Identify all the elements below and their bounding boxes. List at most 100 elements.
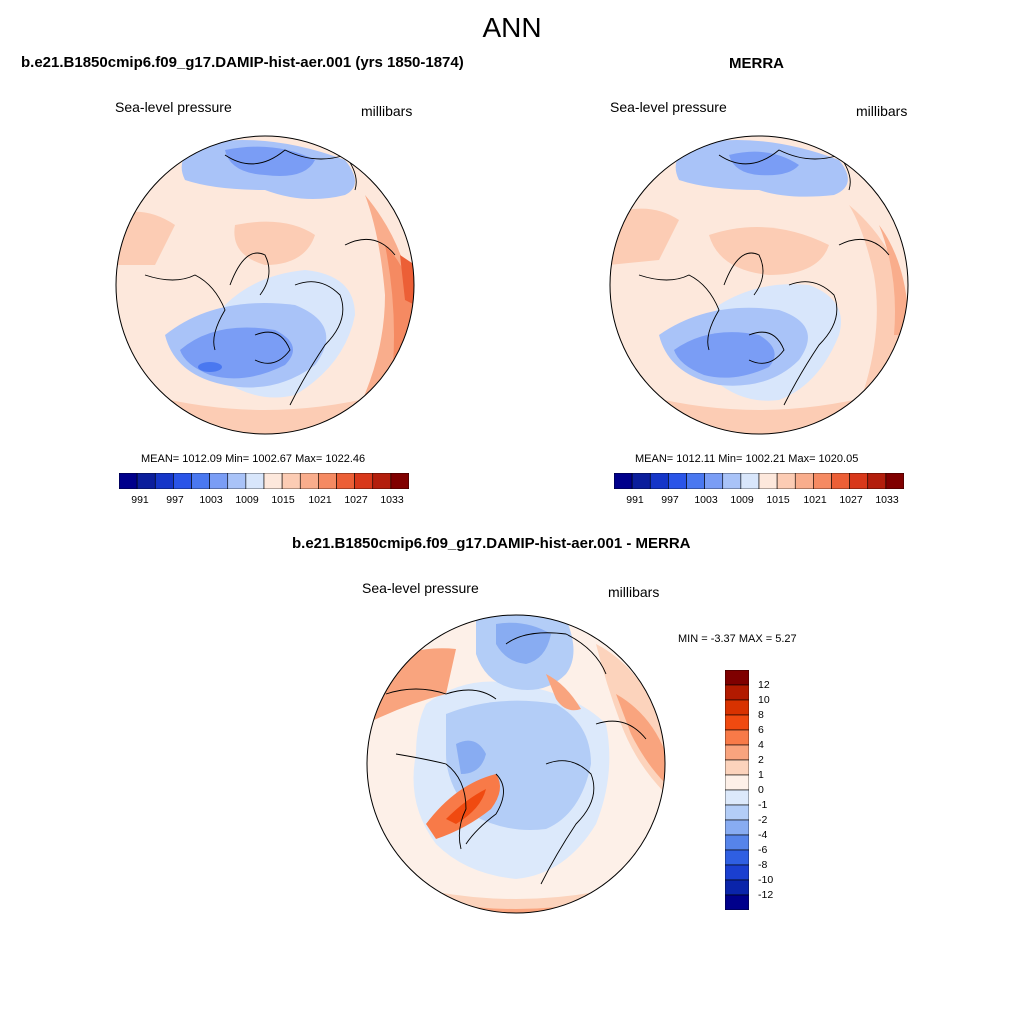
colorbar-swatch — [740, 472, 760, 490]
colorbar-tick: 4 — [758, 739, 764, 751]
colorbar-tick: 1033 — [875, 494, 899, 506]
colorbar-swatch — [704, 472, 724, 490]
colorbar-swatch — [849, 472, 869, 490]
colorbar-tick: -8 — [758, 859, 768, 871]
colorbar-swatch — [722, 472, 742, 490]
model-panel-title: b.e21.B1850cmip6.f09_g17.DAMIP-hist-aer.… — [21, 54, 464, 71]
colorbar-swatch — [281, 472, 301, 490]
colorbar-tick: 1009 — [730, 494, 754, 506]
colorbar-swatch — [794, 472, 814, 490]
colorbar-tick: 1033 — [380, 494, 404, 506]
colorbar-swatch — [724, 894, 750, 911]
colorbar-swatch — [813, 472, 832, 490]
colorbar-swatch — [885, 472, 905, 490]
colorbar-tick: 997 — [166, 494, 184, 506]
obs-stats: MEAN= 1012.11 Min= 1002.21 Max= 1020.05 — [635, 453, 859, 465]
colorbar-swatch — [724, 684, 750, 701]
colorbar-tick: 1009 — [235, 494, 259, 506]
colorbar-tick: 991 — [626, 494, 644, 506]
model-colorbar-labels: 991 997 1003 1009 1015 1021 1027 1033 — [119, 494, 409, 508]
colorbar-tick: 997 — [661, 494, 679, 506]
colorbar-swatch — [191, 472, 210, 490]
colorbar-swatch — [724, 804, 750, 821]
figure-title: ANN — [482, 12, 542, 43]
colorbar-tick: 1015 — [766, 494, 790, 506]
obs-units-label: millibars — [856, 103, 908, 119]
model-variable-label: Sea-level pressure — [115, 99, 232, 115]
obs-colorbar — [613, 472, 905, 494]
colorbar-tick: -2 — [758, 814, 768, 826]
model-colorbar — [118, 472, 410, 494]
colorbar-tick: 991 — [131, 494, 149, 506]
obs-colorbar-labels: 991 997 1003 1009 1015 1021 1027 1033 — [614, 494, 904, 508]
colorbar-tick: -4 — [758, 829, 768, 841]
colorbar-tick: 10 — [758, 694, 770, 706]
colorbar-swatch — [372, 472, 392, 490]
diff-colorbar-swatches — [724, 669, 750, 911]
colorbar-tick: 1015 — [271, 494, 295, 506]
colorbar-tick: 1 — [758, 769, 764, 781]
colorbar-swatch — [724, 714, 750, 731]
colorbar-swatch — [154, 472, 174, 490]
colorbar-swatch — [173, 472, 192, 490]
colorbar-swatch — [724, 834, 750, 851]
colorbar-tick: 1027 — [344, 494, 368, 506]
colorbar-swatch — [336, 472, 355, 490]
colorbar-tick: 2 — [758, 754, 764, 766]
model-stats: MEAN= 1012.09 Min= 1002.67 Max= 1022.46 — [141, 453, 366, 465]
colorbar-tick: 1027 — [839, 494, 863, 506]
colorbar-tick: 6 — [758, 724, 764, 736]
obs-variable-label: Sea-level pressure — [610, 99, 727, 115]
colorbar-swatch — [724, 759, 750, 776]
colorbar-swatch — [668, 472, 687, 490]
diff-panel-title: b.e21.B1850cmip6.f09_g17.DAMIP-hist-aer.… — [292, 535, 691, 552]
colorbar-swatch — [245, 472, 265, 490]
colorbar-tick: -6 — [758, 844, 768, 856]
colorbar-swatch — [758, 472, 778, 490]
colorbar-swatch — [724, 744, 750, 761]
colorbar-tick: 1003 — [694, 494, 718, 506]
colorbar-tick: -10 — [758, 874, 774, 886]
colorbar-swatch — [390, 472, 410, 490]
colorbar-swatch — [263, 472, 283, 490]
colorbar-tick: 1021 — [803, 494, 827, 506]
colorbar-swatch — [136, 472, 156, 490]
colorbar-swatch — [649, 472, 669, 490]
colorbar-swatch — [613, 472, 633, 490]
diff-stats: MIN = -3.37 MAX = 5.27 — [678, 633, 797, 645]
colorbar-swatch — [724, 864, 750, 881]
colorbar-swatch — [299, 472, 319, 490]
colorbar-swatch — [724, 699, 750, 716]
colorbar-swatch — [776, 472, 796, 490]
diff-colorbar — [724, 669, 750, 911]
colorbar-tick: 12 — [758, 679, 770, 691]
colorbar-swatch — [724, 849, 750, 866]
colorbar-swatch — [724, 669, 750, 686]
obs-polar-map — [609, 135, 909, 435]
colorbar-swatch — [724, 729, 750, 746]
colorbar-swatch — [724, 774, 750, 791]
diff-polar-map — [366, 614, 666, 914]
colorbar-tick: -1 — [758, 799, 768, 811]
obs-panel-title: MERRA — [729, 55, 784, 72]
model-units-label: millibars — [361, 103, 413, 119]
colorbar-tick: 1003 — [199, 494, 223, 506]
colorbar-swatch — [631, 472, 651, 490]
colorbar-tick: -12 — [758, 889, 774, 901]
colorbar-tick: 8 — [758, 709, 764, 721]
diff-variable-label: Sea-level pressure — [362, 580, 479, 596]
colorbar-tick: 1021 — [308, 494, 332, 506]
colorbar-swatch — [686, 472, 705, 490]
diff-units-label: millibars — [608, 584, 660, 600]
colorbar-swatch — [724, 879, 750, 896]
colorbar-swatch — [318, 472, 337, 490]
model-colorbar-swatches — [118, 472, 410, 490]
colorbar-swatch — [724, 789, 750, 806]
colorbar-swatch — [354, 472, 374, 490]
model-polar-map — [115, 135, 415, 435]
colorbar-swatch — [831, 472, 850, 490]
colorbar-swatch — [724, 819, 750, 836]
obs-colorbar-swatches — [613, 472, 905, 490]
diff-colorbar-labels: 12 10 8 6 4 2 1 0 -1 -2 -4 -6 -8 -10 -12 — [758, 670, 798, 910]
colorbar-swatch — [227, 472, 247, 490]
